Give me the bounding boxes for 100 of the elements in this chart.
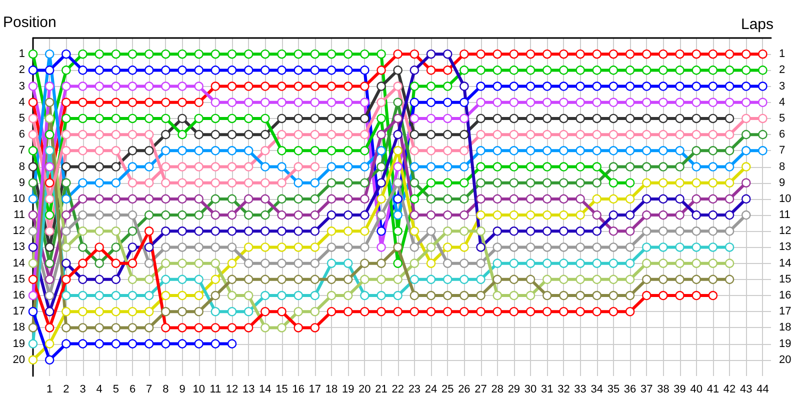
point <box>244 274 254 284</box>
point <box>210 258 220 268</box>
point <box>708 98 718 107</box>
point <box>443 98 452 107</box>
y2-tick-label: 17 <box>779 306 792 318</box>
y2-tick-label: 9 <box>779 176 786 189</box>
point <box>509 98 519 107</box>
point <box>559 49 568 59</box>
x-tick-label: 33 <box>574 384 586 396</box>
point <box>128 274 138 284</box>
point <box>28 307 38 316</box>
point <box>675 82 684 91</box>
point <box>128 82 138 91</box>
point <box>326 162 336 172</box>
point <box>44 226 54 236</box>
point <box>509 130 519 140</box>
point <box>642 146 652 156</box>
point <box>310 66 320 75</box>
x-tick-label: 9 <box>179 384 186 396</box>
point <box>194 210 204 220</box>
point <box>326 194 336 204</box>
point <box>658 66 668 75</box>
y2-tick-label: 19 <box>779 338 792 350</box>
point <box>559 226 568 236</box>
point <box>210 98 220 107</box>
point <box>227 194 237 204</box>
point <box>161 339 170 348</box>
point <box>144 194 154 204</box>
x-tick-label: 13 <box>242 384 255 396</box>
point <box>128 98 138 107</box>
point <box>658 242 668 252</box>
point <box>426 114 436 124</box>
point <box>742 130 751 140</box>
point <box>592 49 602 59</box>
x-tick-label: 7 <box>146 384 152 396</box>
point <box>492 178 502 188</box>
point <box>294 178 303 188</box>
point <box>675 114 684 124</box>
point <box>393 178 402 188</box>
point <box>658 178 668 188</box>
point <box>44 130 54 140</box>
point <box>310 146 320 156</box>
point <box>724 210 734 220</box>
x-tick-label: 28 <box>491 384 504 396</box>
point <box>44 258 54 268</box>
y-tick-label: 13 <box>12 241 25 254</box>
point <box>559 307 568 316</box>
point <box>210 194 220 204</box>
point <box>559 82 568 91</box>
y2-tick-label: 11 <box>779 209 790 222</box>
point <box>724 194 734 204</box>
point <box>78 290 88 300</box>
point <box>244 226 254 236</box>
point <box>44 162 54 172</box>
point <box>178 178 187 188</box>
point <box>94 178 104 188</box>
x-tick-label: 26 <box>458 384 470 396</box>
point <box>625 66 635 75</box>
point <box>161 114 170 124</box>
point <box>376 242 386 252</box>
point <box>277 210 286 220</box>
point <box>460 258 469 268</box>
point <box>28 323 38 332</box>
point <box>128 130 138 140</box>
point <box>724 66 734 75</box>
point <box>576 162 585 172</box>
point <box>210 82 220 91</box>
point <box>724 82 734 91</box>
point <box>244 242 254 252</box>
point <box>227 130 237 140</box>
point <box>410 130 420 140</box>
point <box>625 146 635 156</box>
point <box>724 49 734 59</box>
point <box>526 226 536 236</box>
point <box>344 242 353 252</box>
point <box>277 194 286 204</box>
point <box>260 130 270 140</box>
point <box>128 258 138 268</box>
point <box>675 226 684 236</box>
point <box>128 307 138 316</box>
point <box>460 242 469 252</box>
point <box>410 226 420 236</box>
point <box>161 242 170 252</box>
point <box>178 162 187 172</box>
point <box>426 290 436 300</box>
point <box>692 98 701 107</box>
x-tick-label: 5 <box>112 384 119 396</box>
point <box>344 307 353 316</box>
point <box>608 162 618 172</box>
point <box>692 114 701 124</box>
point <box>460 194 469 204</box>
point <box>742 146 751 156</box>
y-tick-label: 11 <box>14 209 25 222</box>
x-tick-label: 21 <box>375 384 388 396</box>
point <box>62 290 71 300</box>
point <box>675 49 684 59</box>
point <box>542 98 552 107</box>
x-tick-label: 18 <box>325 384 338 396</box>
point <box>758 82 768 91</box>
x-tick-label: 11 <box>210 384 222 396</box>
